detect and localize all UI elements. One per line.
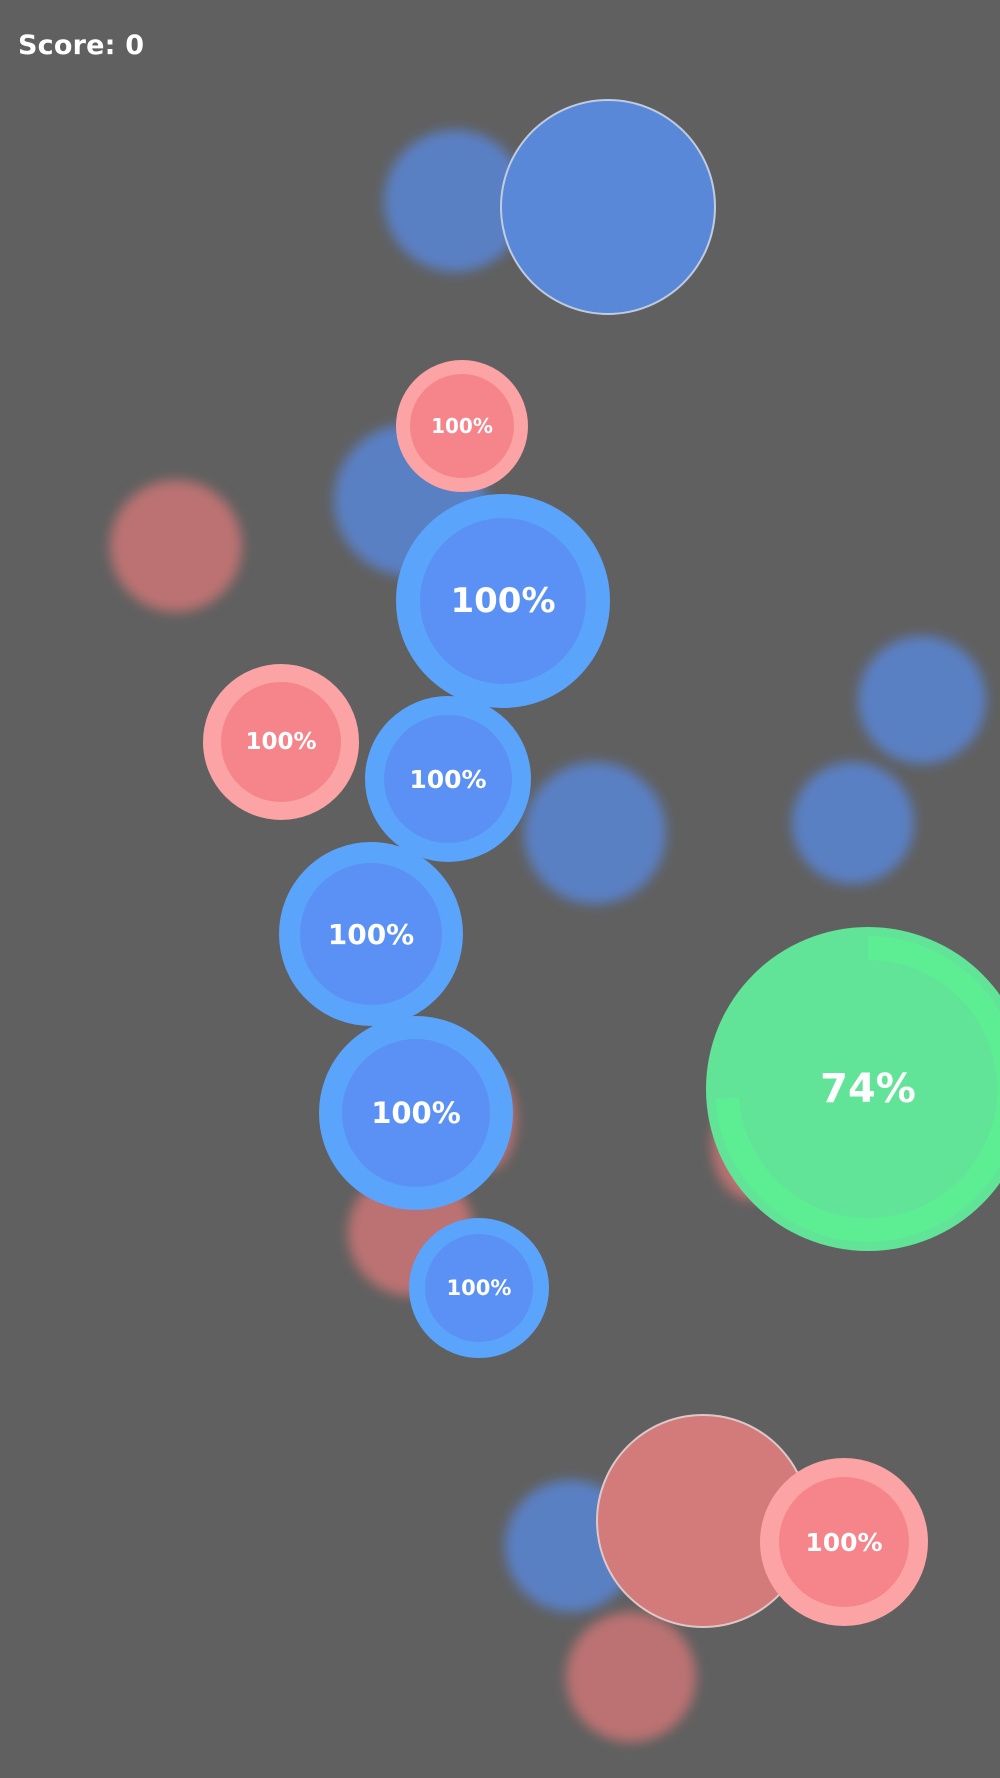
bubble-percentage: 100% (245, 729, 317, 755)
progress-arc (715, 936, 1000, 1242)
red-bubble-left[interactable]: 100% (203, 664, 359, 820)
blurred-blue-circle (524, 762, 666, 904)
ghost-blue-circle (500, 99, 716, 315)
blue-bubble-medium[interactable]: 100% (365, 696, 531, 862)
blurred-blue-circle (792, 762, 914, 884)
blue-bubble-small[interactable]: 100% (409, 1218, 549, 1358)
bubble-percentage: 100% (446, 1276, 512, 1300)
blue-bubble-left[interactable]: 100% (279, 842, 463, 1026)
blurred-red-circle (566, 1612, 696, 1742)
blue-bubble-lower[interactable]: 100% (319, 1016, 513, 1210)
blurred-red-circle (110, 480, 242, 612)
green-progress-bubble[interactable]: 74% (706, 927, 1000, 1251)
bubble-percentage: 100% (409, 764, 487, 794)
green-progress-ring (715, 936, 1000, 1242)
score-display: Score: 0 (18, 30, 145, 61)
red-bubble-bottom[interactable]: 100% (760, 1458, 928, 1626)
bubble-percentage: 100% (431, 414, 493, 438)
bubble-percentage: 100% (805, 1527, 883, 1557)
bubble-percentage: 100% (450, 581, 556, 621)
bubble-percentage: 100% (371, 1096, 461, 1130)
red-bubble-top[interactable]: 100% (396, 360, 528, 492)
bubble-percentage: 74% (820, 1066, 916, 1112)
blue-bubble-large[interactable]: 100% (396, 494, 610, 708)
bubble-percentage: 100% (327, 917, 415, 951)
blurred-blue-circle (858, 636, 986, 764)
